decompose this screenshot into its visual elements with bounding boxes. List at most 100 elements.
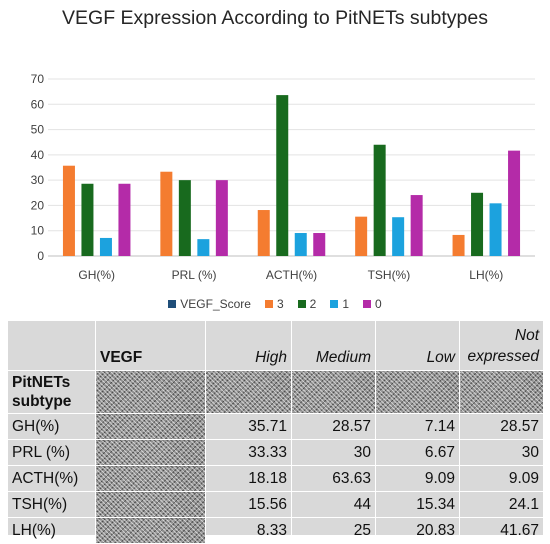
- x-tick-label: GH(%): [78, 268, 115, 282]
- value-cell: 20.83: [375, 517, 460, 544]
- bar-0-4: [508, 150, 521, 256]
- value-cell: 30: [291, 439, 376, 466]
- y-tick-label: 50: [31, 123, 45, 137]
- value-cell: 15.34: [375, 491, 460, 518]
- legend-label: 3: [276, 297, 284, 311]
- table-row: TSH(%) 15.56 44 15.34 24.1: [7, 491, 544, 518]
- legend-item: 3: [264, 297, 284, 311]
- value-cell: 33.33: [205, 439, 292, 466]
- bar-2-4: [471, 192, 484, 256]
- value-cell: 6.67: [375, 439, 460, 466]
- header-cell-medium: Medium: [291, 320, 376, 371]
- bar-3-4: [452, 234, 465, 256]
- legend-label: 0: [375, 297, 382, 311]
- chart-title: VEGF Expression According to PitNETs sub…: [62, 7, 488, 29]
- legend-item: 0: [363, 297, 382, 311]
- value-cell: 15.56: [205, 491, 292, 518]
- legend-swatch: [168, 300, 177, 308]
- header-cell-not-expressed: Not expressed: [459, 320, 544, 371]
- y-tick-label: 60: [31, 97, 45, 111]
- table-row: PRL (%) 33.33 30 6.67 30: [7, 439, 544, 466]
- legend-item: VEGF_Score: [168, 297, 251, 311]
- obscured-cell: [205, 370, 292, 414]
- bar-1-0: [99, 237, 112, 256]
- bar-3-0: [62, 165, 75, 256]
- row-label-cell: ACTH(%): [7, 465, 96, 492]
- bar-1-4: [489, 203, 502, 256]
- bar-0-3: [410, 195, 423, 256]
- bar-3-2: [257, 210, 270, 256]
- obscured-cell: [95, 491, 206, 518]
- value-cell: 63.63: [291, 465, 376, 492]
- table-row: GH(%) 35.71 28.57 7.14 28.57: [7, 413, 544, 440]
- obscured-cell: [375, 370, 460, 414]
- value-cell: 44: [291, 491, 376, 518]
- x-tick-label: TSH(%): [368, 268, 411, 282]
- legend-swatch: [297, 300, 306, 308]
- obscured-cell: [95, 370, 206, 414]
- header-cell-vegf: VEGF: [95, 320, 206, 371]
- x-tick-label: LH(%): [469, 268, 503, 282]
- legend-label: VEGF_Score: [180, 297, 251, 311]
- value-cell: 9.09: [375, 465, 460, 492]
- bar-3-1: [160, 171, 173, 256]
- bar-0-1: [215, 180, 228, 256]
- table-row: ACTH(%) 18.18 63.63 9.09 9.09: [7, 465, 544, 492]
- legend-swatch: [363, 300, 372, 308]
- header-cell-low: Low: [375, 320, 460, 371]
- header-cell-high: High: [205, 320, 292, 371]
- value-cell: 18.18: [205, 465, 292, 492]
- row-label-cell: LH(%): [7, 517, 96, 544]
- y-tick-label: 30: [31, 173, 45, 187]
- value-cell: 35.71: [205, 413, 292, 440]
- y-tick-label: 10: [31, 224, 45, 238]
- x-tick-label: PRL (%): [172, 268, 217, 282]
- value-cell: 30: [459, 439, 544, 466]
- y-tick-label: 0: [37, 249, 44, 263]
- chart-bars: [62, 95, 521, 256]
- y-axis-ticks: 0 10 20 30 40 50 60 70: [31, 72, 45, 263]
- x-tick-label: ACTH(%): [266, 268, 317, 282]
- bar-1-3: [392, 217, 405, 256]
- legend-item: 2: [297, 297, 317, 311]
- value-cell: 24.1: [459, 491, 544, 518]
- row-label-cell: PRL (%): [7, 439, 96, 466]
- legend-item: 1: [330, 297, 349, 311]
- value-cell: 41.67: [459, 517, 544, 544]
- bar-2-1: [178, 180, 191, 256]
- table-row: LH(%) 8.33 25 20.83 41.67: [7, 517, 544, 544]
- obscured-cell: [95, 413, 206, 440]
- bar-2-3: [373, 144, 386, 256]
- header-cell-empty: [7, 320, 96, 371]
- obscured-cell: [291, 370, 376, 414]
- value-cell: 28.57: [459, 413, 544, 440]
- obscured-cell: [95, 439, 206, 466]
- bar-1-2: [294, 233, 307, 256]
- value-cell: 25: [291, 517, 376, 544]
- table-subheader-row: PitNETs subtype: [7, 370, 544, 414]
- obscured-cell: [95, 517, 206, 544]
- value-cell: 9.09: [459, 465, 544, 492]
- subtype-label-cell: PitNETs subtype: [7, 370, 96, 414]
- value-cell: 7.14: [375, 413, 460, 440]
- y-tick-label: 70: [31, 72, 45, 86]
- value-cell: 28.57: [291, 413, 376, 440]
- bar-0-0: [118, 183, 131, 256]
- bar-3-3: [355, 216, 368, 256]
- y-tick-label: 20: [31, 198, 45, 212]
- row-label-cell: GH(%): [7, 413, 96, 440]
- chart-legend: VEGF_Score 3 2 1 0: [0, 297, 550, 311]
- data-table: VEGF High Medium Low Not expressed PitNE…: [7, 320, 544, 544]
- legend-swatch: [330, 300, 339, 308]
- x-axis-ticks: GH(%) PRL (%) ACTH(%) TSH(%) LH(%): [78, 268, 503, 282]
- bar-0-2: [313, 233, 326, 256]
- bar-2-0: [81, 183, 94, 256]
- row-label-cell: TSH(%): [7, 491, 96, 518]
- bar-1-1: [197, 239, 210, 256]
- obscured-cell: [95, 465, 206, 492]
- bar-2-2: [276, 95, 289, 256]
- y-tick-label: 40: [31, 148, 45, 162]
- legend-swatch: [264, 300, 273, 308]
- table-header-row: VEGF High Medium Low Not expressed: [7, 320, 544, 371]
- legend-label: 2: [309, 297, 317, 311]
